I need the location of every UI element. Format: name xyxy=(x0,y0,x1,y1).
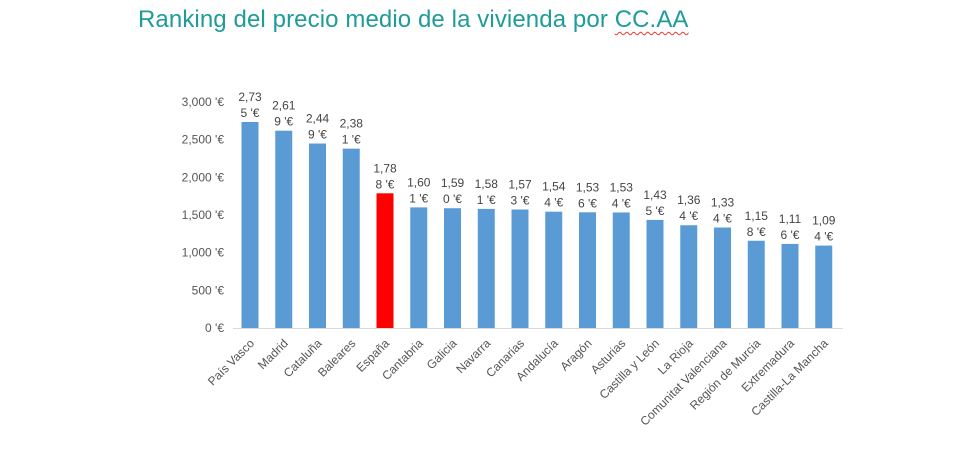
data-label-upper: 1,59 xyxy=(441,176,465,190)
data-label-lower: 1 '€ xyxy=(342,133,361,147)
data-label-lower: 9 '€ xyxy=(274,115,293,129)
data-label-lower: 4 '€ xyxy=(612,196,631,210)
data-label-upper: 1,53 xyxy=(610,180,634,194)
chart-title-tail: CC.AA xyxy=(614,6,689,33)
x-category-label: País Vasco xyxy=(205,336,257,388)
bars xyxy=(241,121,833,328)
data-label-upper: 1,09 xyxy=(812,214,836,228)
bar xyxy=(714,227,731,328)
bar xyxy=(477,208,495,328)
y-tick-label: 500 '€ xyxy=(192,283,225,297)
chart-title: Ranking del precio medio de la vivienda … xyxy=(138,6,689,34)
data-label-lower: 6 '€ xyxy=(781,228,800,242)
data-label-lower: 4 '€ xyxy=(713,212,732,226)
data-label-lower: 9 '€ xyxy=(308,128,327,142)
data-label-upper: 1,58 xyxy=(475,177,499,191)
y-tick-label: 2,000 '€ xyxy=(182,170,225,184)
bar xyxy=(241,121,259,328)
data-label-upper: 1,11 xyxy=(779,212,802,226)
bar xyxy=(545,211,563,328)
y-axis: 0 '€ 500 '€ 1,000 '€ 1,500 '€ 2,000 '€ 2,500 … xyxy=(182,95,225,335)
data-label-upper: 2,61 xyxy=(272,99,296,113)
bar xyxy=(410,207,428,328)
data-label-upper: 1,60 xyxy=(407,175,431,189)
data-labels: 2,73 5 '€ 2,61 9 '€ 2,44 9 '€ 2,38 1 '€ 1,78 8 '€… xyxy=(238,90,835,244)
data-label-upper: 1,57 xyxy=(508,178,532,192)
x-category-label: Castilla y León xyxy=(597,336,663,402)
bar xyxy=(747,240,765,328)
bar xyxy=(579,212,596,328)
bar xyxy=(342,148,360,328)
data-label-lower: 5 '€ xyxy=(241,106,260,120)
y-tick-label: 3,000 '€ xyxy=(182,95,225,109)
data-label-lower: 8 '€ xyxy=(376,177,395,191)
data-label-upper: 1,43 xyxy=(643,188,667,202)
bar xyxy=(612,212,630,328)
data-label-lower: 1 '€ xyxy=(477,193,496,207)
data-label-upper: 2,73 xyxy=(238,90,262,104)
data-label-lower: 5 '€ xyxy=(646,204,665,218)
bar xyxy=(444,208,461,328)
data-label-lower: 6 '€ xyxy=(578,196,597,210)
data-label-lower: 1 '€ xyxy=(409,191,428,205)
data-label-upper: 2,38 xyxy=(340,117,364,131)
data-label-lower: 8 '€ xyxy=(747,225,766,239)
data-label-upper: 2,44 xyxy=(306,112,330,126)
x-category-label: Baleares xyxy=(315,336,358,379)
bar xyxy=(511,209,529,328)
data-label-upper: 1,78 xyxy=(373,161,397,175)
data-label-upper: 1,15 xyxy=(745,209,769,223)
data-label-lower: 0 '€ xyxy=(443,192,462,206)
data-label-upper: 1,53 xyxy=(576,180,600,194)
data-label-lower: 3 '€ xyxy=(511,194,530,208)
bar xyxy=(376,193,394,328)
bar xyxy=(275,130,293,328)
bar xyxy=(680,225,698,328)
chart-title-text: Ranking del precio medio de la vivienda … xyxy=(138,6,615,33)
bar xyxy=(781,243,799,328)
data-label-upper: 1,36 xyxy=(677,193,701,207)
bar xyxy=(815,245,833,328)
bar xyxy=(309,143,326,328)
bar xyxy=(646,219,664,328)
data-label-lower: 4 '€ xyxy=(544,196,563,210)
y-tick-label: 0 '€ xyxy=(205,321,224,335)
y-tick-label: 1,000 '€ xyxy=(182,246,225,260)
y-tick-label: 2,500 '€ xyxy=(182,133,225,147)
y-tick-label: 1,500 '€ xyxy=(182,208,225,222)
x-axis: País VascoMadridCataluñaBalearesEspañaCa… xyxy=(205,328,843,429)
data-label-lower: 4 '€ xyxy=(814,230,833,244)
data-label-lower: 4 '€ xyxy=(679,209,698,223)
data-label-upper: 1,54 xyxy=(542,180,566,194)
data-label-upper: 1,33 xyxy=(711,196,735,210)
